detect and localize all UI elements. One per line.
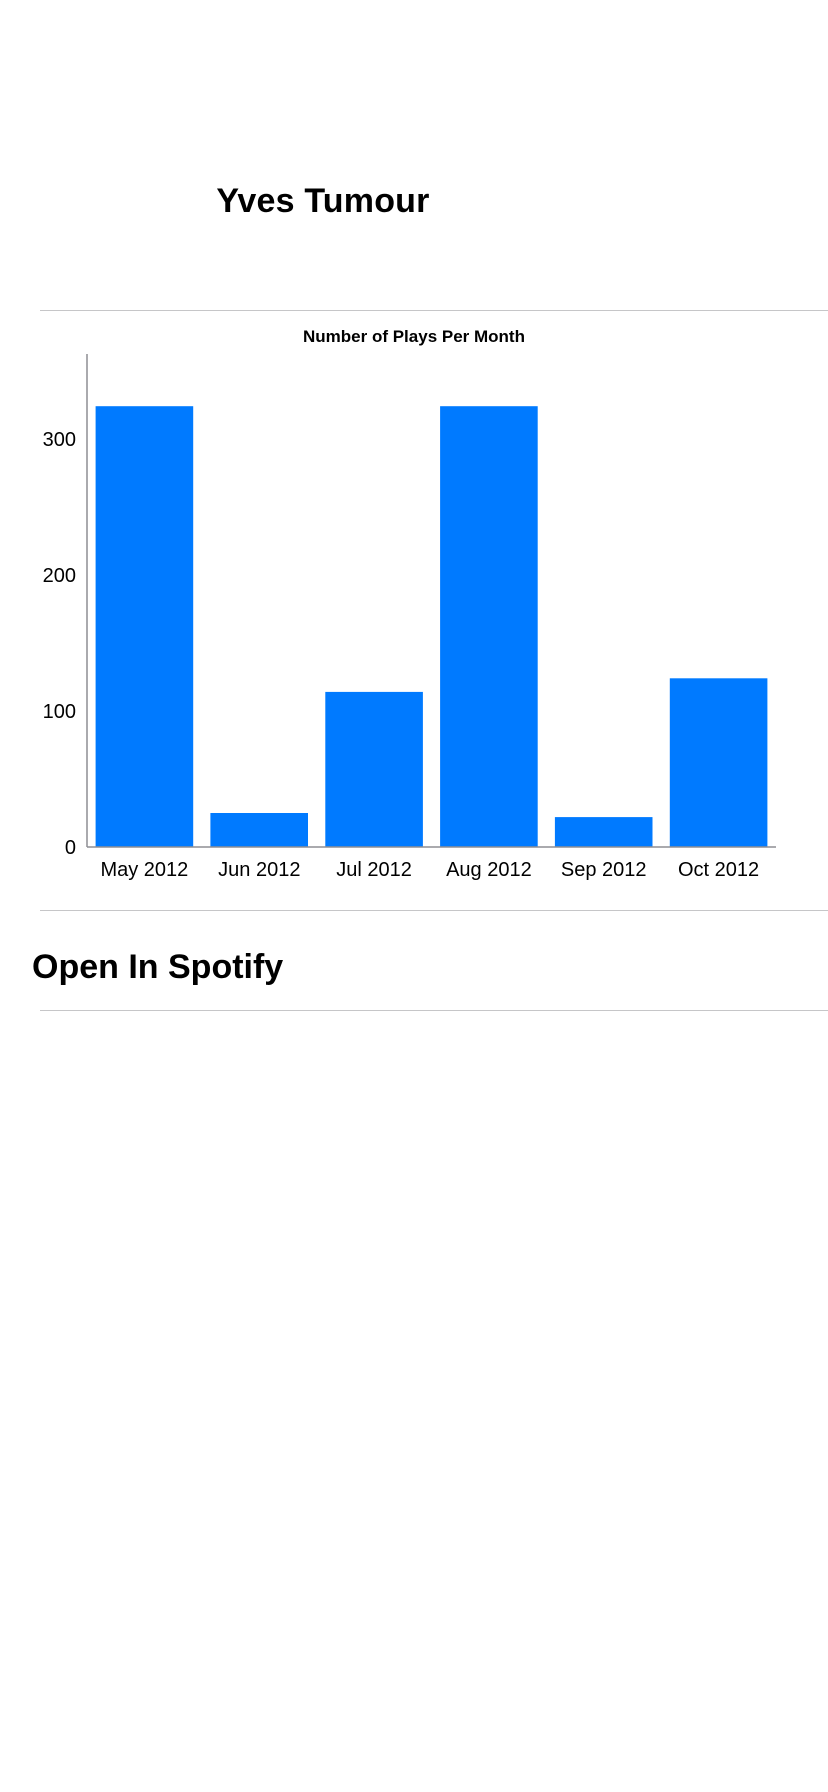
y-tick-label: 0 — [65, 837, 76, 859]
bar-jun-2012 — [210, 813, 308, 847]
y-axis-ticks: 0 100 200 300 — [43, 429, 76, 859]
plays-chart: Number of Plays Per Month 0 100 200 300 May… — [0, 312, 828, 910]
plays-bar-chart: Number of Plays Per Month 0 100 200 300 May… — [43, 327, 776, 881]
open-in-spotify-button[interactable]: Open In Spotify — [32, 940, 283, 994]
y-tick-label: 200 — [43, 565, 76, 587]
x-tick-label: Oct 2012 — [678, 859, 759, 881]
x-axis-ticks: May 2012 Jun 2012 Jul 2012 Aug 2012 Sep 2012… — [100, 859, 759, 881]
bar-jul-2012 — [325, 691, 423, 847]
y-tick-label: 100 — [43, 701, 76, 723]
open-in-spotify-label: Open In Spotify — [32, 947, 284, 986]
x-tick-label: Jun 2012 — [218, 859, 300, 881]
x-tick-label: Jul 2012 — [336, 859, 412, 881]
artist-name: Yves Tumour — [216, 182, 430, 220]
bottom-divider — [40, 1010, 828, 1011]
y-tick-label: 300 — [43, 429, 76, 451]
middle-divider — [40, 910, 828, 911]
top-divider — [40, 310, 828, 311]
bar-oct-2012 — [669, 678, 768, 847]
x-tick-label: Aug 2012 — [446, 859, 532, 881]
x-tick-label: May 2012 — [100, 859, 188, 881]
bar-aug-2012 — [440, 406, 538, 847]
bar-sep-2012 — [554, 817, 653, 847]
bar-may-2012 — [95, 406, 194, 847]
x-tick-label: Sep 2012 — [561, 859, 647, 881]
bars-layer — [95, 406, 768, 847]
chart-title: Number of Plays Per Month — [303, 327, 525, 346]
